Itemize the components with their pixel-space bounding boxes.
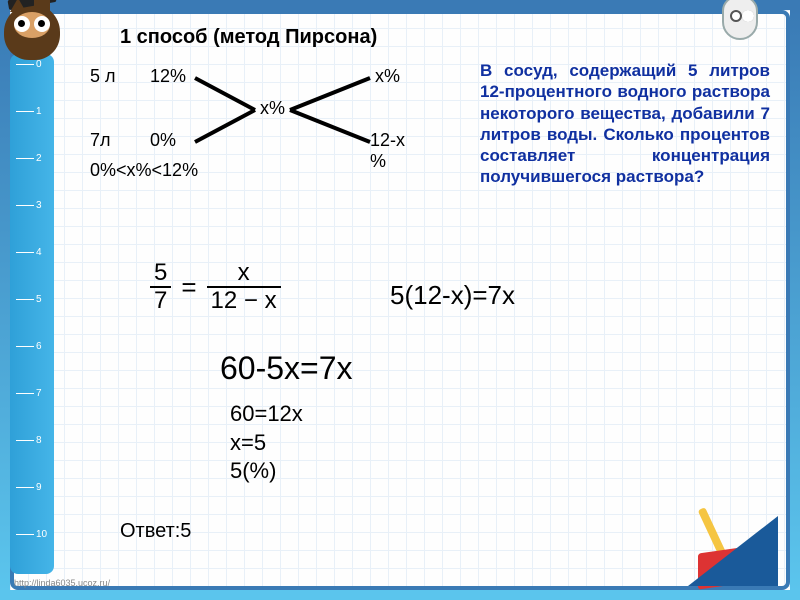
ruler-mark: 0: [36, 59, 42, 70]
diagram-label: 12-x %: [370, 130, 410, 172]
equation-line: x=5: [230, 429, 303, 458]
fraction-numerator: x: [234, 260, 254, 286]
stationery-decoration: [648, 496, 778, 586]
diagram-center: x%: [260, 98, 285, 119]
equation-fraction: 5 7 = x 12 − x: [150, 260, 281, 315]
equals-sign: =: [181, 272, 196, 303]
diagram-label: 12%: [150, 66, 186, 87]
equation-step: 60-5x=7x: [220, 350, 353, 387]
diagram-label: 7л: [90, 130, 111, 151]
fraction-numerator: 5: [150, 260, 171, 286]
fraction-denominator: 7: [150, 288, 171, 314]
ruler-mark: 1: [36, 106, 42, 117]
ruler-mark: 4: [36, 247, 42, 258]
ruler-mark: 9: [36, 482, 42, 493]
ruler-mark: 6: [36, 341, 42, 352]
diagram-label: x%: [375, 66, 400, 87]
equation-steps: 60=12x x=5 5(%): [230, 400, 303, 486]
ruler-mark: 3: [36, 200, 42, 211]
diagram-constraint: 0%<x%<12%: [90, 160, 198, 181]
ruler-decoration: 0 1 2 3 4 5 6 7 8 9 10: [10, 54, 54, 574]
ruler-ticks: 0 1 2 3 4 5 6 7 8 9 10: [16, 64, 48, 564]
equation-line: 5(%): [230, 457, 303, 486]
pearson-diagram: 5 л 12% x% x% 7л 0% 12-x % 0%<x%<12%: [90, 60, 410, 200]
equation-line: 60=12x: [230, 400, 303, 429]
answer-label: Ответ:5: [120, 520, 191, 543]
problem-statement: В сосуд, содержащий 5 литров 12-процентн…: [480, 60, 770, 188]
ruler-mark: 5: [36, 294, 42, 305]
clip-decoration: [722, 0, 760, 56]
method-title: 1 способ (метод Пирсона): [120, 26, 770, 49]
ruler-mark: 2: [36, 153, 42, 164]
owl-decoration: [4, 4, 60, 60]
ruler-mark: 8: [36, 435, 42, 446]
ruler-mark: 10: [36, 529, 47, 540]
ruler-mark: 7: [36, 388, 42, 399]
slide-page: 0 1 2 3 4 5 6 7 8 9 10 1 способ (метод П…: [0, 0, 800, 600]
equation-step: 5(12-x)=7x: [390, 280, 515, 311]
diagram-label: 0%: [150, 130, 176, 151]
fraction-denominator: 12 − x: [207, 288, 281, 314]
diagram-label: 5 л: [90, 66, 116, 87]
